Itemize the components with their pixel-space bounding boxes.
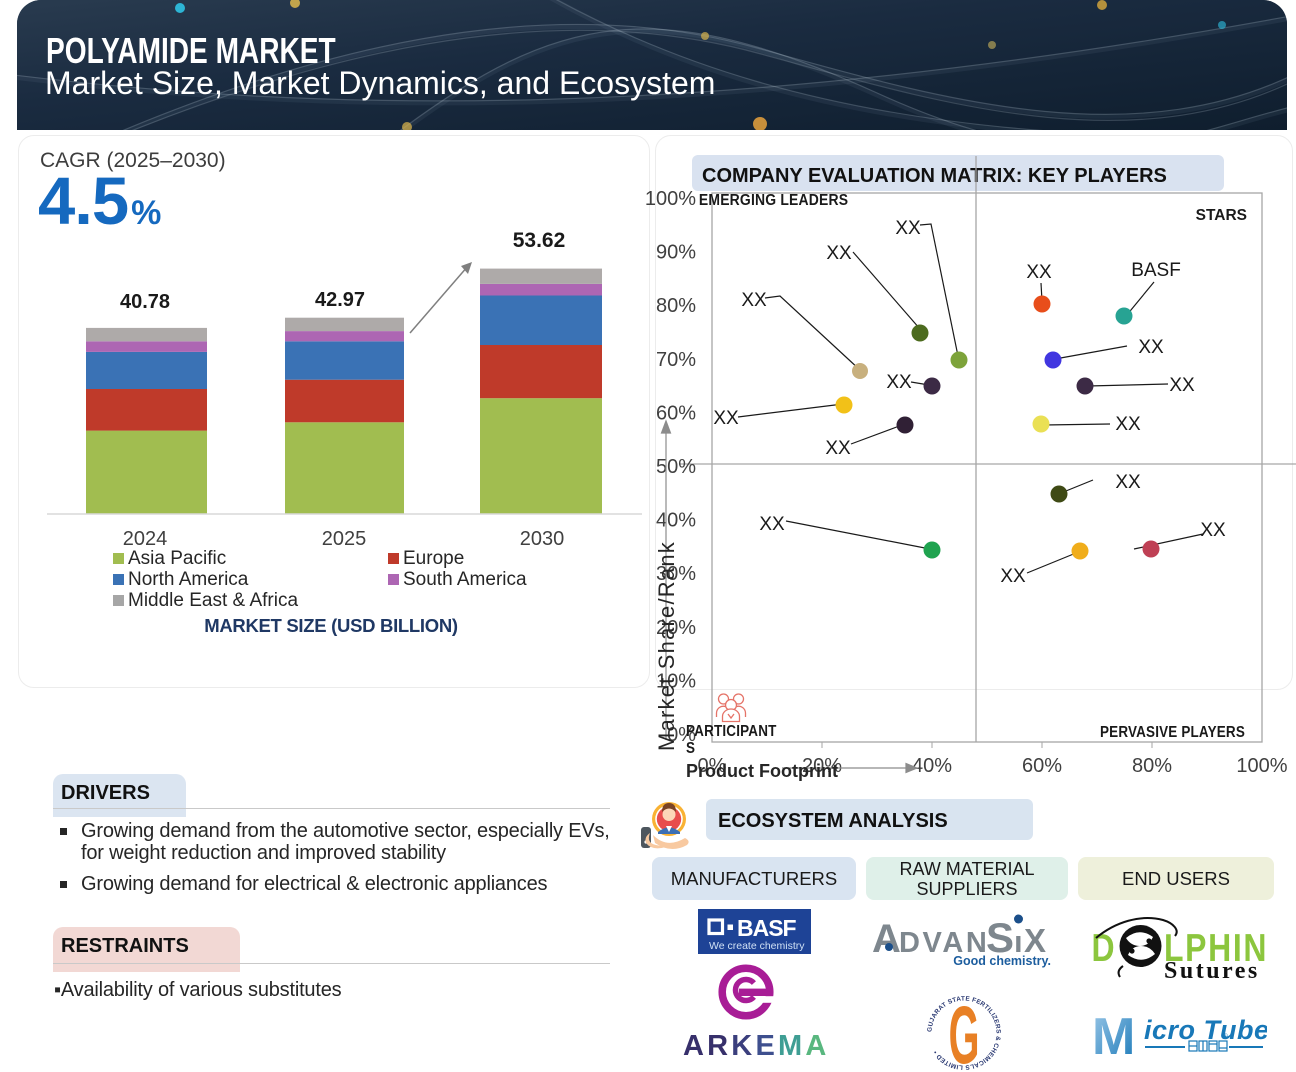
svg-text:80%: 80% [1132,755,1172,777]
svg-text:LPHIN: LPHIN [1164,926,1268,970]
svg-text:XX: XX [713,408,739,429]
svg-text:EMERGING LEADERS: EMERGING LEADERS [699,192,848,209]
svg-text:100%: 100% [1236,755,1287,777]
svg-text:80%: 80% [656,295,696,317]
svg-text:Market Share/Rank: Market Share/Rank [654,541,679,751]
svg-text:2025: 2025 [322,528,367,550]
svg-text:ı: ı [1014,924,1023,959]
svg-text:We create chemistry: We create chemistry [709,940,805,952]
svg-text:DVAN: DVAN [899,927,989,959]
svg-text:XX: XX [1000,566,1026,587]
svg-text:PERVASIVE PLAYERS: PERVASIVE PLAYERS [1100,724,1245,741]
svg-text:icro Tube: icro Tube [1144,1015,1267,1045]
svg-text:Product Footprint: Product Footprint [686,761,838,781]
svg-text:40%: 40% [912,755,952,777]
svg-text:2030: 2030 [520,528,565,550]
svg-text:M: M [1092,1010,1135,1065]
svg-text:XX: XX [1200,520,1226,541]
svg-text:100%: 100% [645,188,696,210]
svg-text:S: S [986,914,1014,961]
svg-text:0%: 0% [667,724,696,746]
svg-text:A: A [872,917,901,961]
svg-text:0%: 0% [698,755,727,777]
svg-text:XX: XX [1115,414,1141,435]
svg-text:ARKEMA: ARKEMA [683,1030,830,1062]
svg-text:XX: XX [825,438,851,459]
svg-text:X: X [1024,922,1046,959]
svg-text:53.62: 53.62 [513,230,566,252]
svg-text:42.97: 42.97 [315,289,365,311]
svg-text:BASF: BASF [737,915,797,941]
svg-text:90%: 90% [656,242,696,264]
svg-text:XX: XX [1138,337,1164,358]
svg-text:XX: XX [1169,375,1195,396]
svg-text:STARS: STARS [1196,207,1247,224]
svg-text:XX: XX [1115,472,1141,493]
svg-text:60%: 60% [656,402,696,424]
svg-text:40%: 40% [656,510,696,532]
svg-text:40.78: 40.78 [120,291,170,313]
svg-text:®: ® [1222,1032,1228,1041]
svg-text:COMPANY EVALUATION MATRIX: KEY: COMPANY EVALUATION MATRIX: KEY PLAYERS [702,165,1167,187]
svg-text:XX: XX [895,218,921,239]
svg-text:50%: 50% [656,456,696,478]
svg-text:S: S [686,740,695,757]
svg-text:G: G [949,989,980,1072]
svg-text:XX: XX [759,514,785,535]
svg-text:60%: 60% [1022,755,1062,777]
svg-text:XX: XX [1026,262,1052,283]
svg-text:PARTICIPANT: PARTICIPANT [686,723,776,740]
svg-text:XX: XX [741,290,767,311]
svg-text:20%: 20% [802,755,842,777]
svg-text:Sutures: Sutures [1164,958,1260,984]
svg-text:XX: XX [826,243,852,264]
svg-text:XX: XX [886,372,912,393]
svg-text:2024: 2024 [123,528,168,550]
svg-text:Good chemistry.: Good chemistry. [953,954,1051,968]
svg-text:BASF: BASF [1131,260,1181,281]
svg-text:70%: 70% [656,349,696,371]
